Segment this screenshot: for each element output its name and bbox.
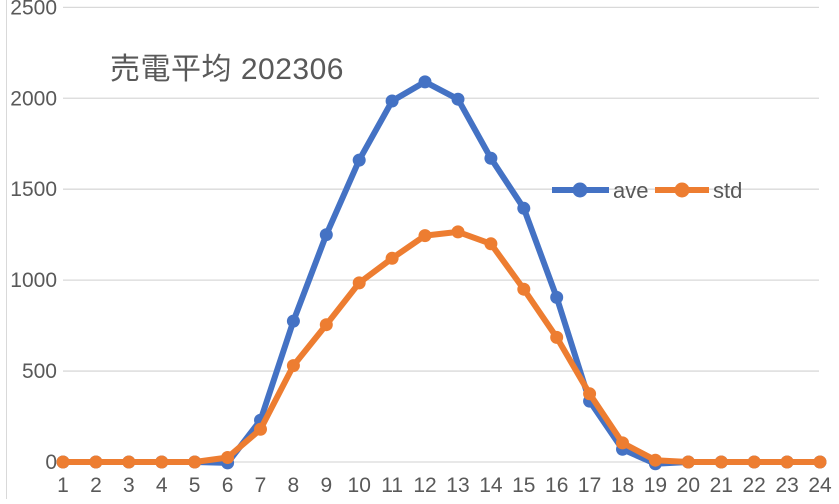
- series-std-marker: [780, 455, 794, 469]
- series-std-marker: [188, 455, 202, 469]
- series-std-marker: [155, 455, 169, 469]
- series-std-marker: [550, 330, 564, 344]
- x-axis-label: 10: [348, 474, 371, 497]
- legend: ave std: [552, 178, 742, 203]
- x-axis-label: 23: [775, 474, 798, 497]
- series-std-marker: [681, 455, 695, 469]
- x-axis-label: 6: [222, 474, 234, 497]
- x-axis-label: 9: [320, 474, 332, 497]
- legend-std-marker: [674, 182, 690, 198]
- x-axis-label: 2: [90, 474, 102, 497]
- x-axis-label: 21: [710, 474, 733, 497]
- y-axis-label: 2500: [10, 0, 57, 19]
- y-axis-label: 1000: [10, 269, 57, 292]
- x-axis-label: 14: [479, 474, 503, 497]
- series-ave-line: [60, 78, 823, 467]
- legend-item-ave: ave: [552, 178, 648, 203]
- x-axis-label: 22: [742, 474, 765, 497]
- legend-ave-marker: [572, 182, 588, 198]
- series-ave-marker: [286, 314, 300, 328]
- series-ave-marker: [517, 201, 531, 215]
- series-std-line: [60, 228, 823, 465]
- series-ave-marker: [451, 92, 465, 106]
- x-axis-label: 5: [189, 474, 201, 497]
- series-ave-marker: [385, 94, 399, 108]
- series-ave-marker: [418, 75, 432, 89]
- x-axis-label: 11: [381, 474, 403, 497]
- series-std-marker: [319, 318, 333, 332]
- series-std-marker: [385, 251, 399, 265]
- x-axis-label: 24: [808, 474, 832, 497]
- chart-left-border: [6, 0, 7, 499]
- series-ave-marker: [484, 151, 498, 165]
- series-std-marker: [517, 282, 531, 296]
- series-std-marker: [254, 422, 267, 436]
- series-std-marker: [286, 359, 300, 373]
- x-axis-label: 12: [413, 474, 436, 497]
- series-std-marker: [747, 455, 761, 469]
- x-axis-label: 16: [545, 474, 568, 497]
- series-std-marker: [352, 276, 366, 290]
- series-std-marker: [418, 229, 432, 243]
- series-std-marker: [89, 455, 103, 469]
- x-axis-label: 3: [123, 474, 135, 497]
- legend-item-std: std: [655, 178, 742, 203]
- x-axis-label: 19: [644, 474, 667, 497]
- x-axis-label: 15: [512, 474, 535, 497]
- y-axis-label: 2000: [10, 87, 57, 110]
- series-std-marker: [583, 387, 597, 401]
- chart-title: 売電平均 202306: [110, 53, 344, 86]
- series-std-marker: [221, 451, 235, 464]
- x-axis-label: 18: [611, 474, 634, 497]
- series-ave-marker: [352, 153, 366, 167]
- series-std-marker: [122, 455, 136, 469]
- series-std-marker: [451, 225, 465, 239]
- series-std-marker: [813, 455, 827, 469]
- x-axis-label: 13: [446, 474, 469, 497]
- series-ave-marker: [319, 228, 333, 242]
- series-std-marker: [484, 237, 498, 251]
- x-axis-label: 20: [677, 474, 700, 497]
- series-std-marker: [648, 453, 662, 467]
- legend-std-label: std: [713, 178, 742, 203]
- x-axis-label: 7: [255, 474, 267, 497]
- series-ave-marker: [550, 290, 564, 304]
- y-axis-label: 500: [22, 360, 57, 383]
- series-std-marker: [56, 455, 70, 469]
- x-axis-label: 17: [578, 474, 601, 497]
- y-axis-label: 0: [45, 451, 57, 474]
- x-axis-label: 8: [288, 474, 300, 497]
- legend-ave-label: ave: [613, 178, 648, 203]
- series-std-marker: [616, 436, 629, 450]
- x-axis-label: 1: [57, 474, 69, 497]
- x-axis-label: 4: [156, 474, 168, 497]
- y-axis-label: 1500: [10, 178, 57, 201]
- series-std-marker: [714, 455, 728, 469]
